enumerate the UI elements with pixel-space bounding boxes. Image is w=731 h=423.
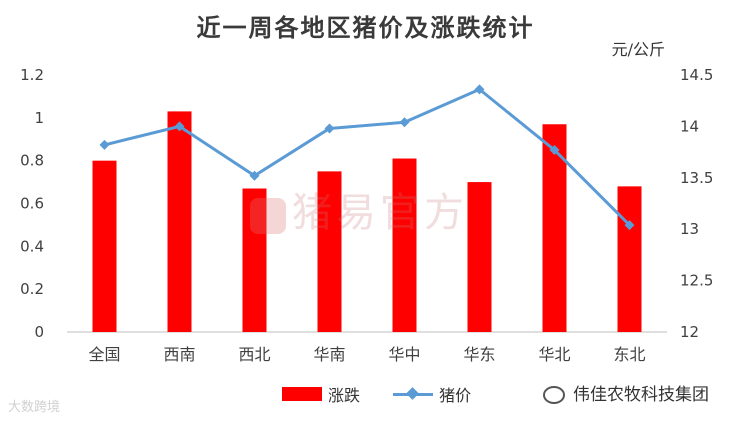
- bar: [392, 158, 417, 332]
- y-right-tick-label: 12.5: [680, 272, 713, 290]
- watermark-text: 猪易官方: [292, 190, 468, 236]
- y-right-tick-label: 13: [680, 220, 699, 238]
- price-point: [99, 139, 110, 150]
- x-tick-label: 华中: [388, 345, 420, 364]
- price-point: [624, 220, 635, 231]
- price-point: [474, 84, 485, 95]
- footer-source: 大数跨境: [8, 400, 61, 415]
- bar: [167, 111, 192, 333]
- price-point: [549, 145, 560, 156]
- bar: [92, 160, 117, 332]
- right-axis-unit: 元/公斤: [611, 40, 665, 59]
- footer-brand-label: 伟佳农牧科技集团: [573, 385, 709, 405]
- x-tick-label: 西南: [163, 345, 195, 364]
- x-tick-label: 华东: [463, 345, 495, 364]
- x-tick-label: 华北: [538, 345, 570, 364]
- x-tick-label: 东北: [613, 345, 645, 364]
- y-left-tick-label: 0.6: [20, 195, 44, 213]
- price-point: [249, 170, 260, 181]
- legend-item-bar: 涨跌: [282, 382, 360, 406]
- legend-line-swatch: [393, 387, 434, 401]
- y-left-tick-label: 1.2: [20, 66, 44, 84]
- y-right-tick-label: 14.5: [680, 66, 713, 84]
- legend-line-label: 猪价: [439, 386, 472, 405]
- y-right-tick-label: 14: [680, 117, 699, 135]
- price-point: [399, 117, 410, 128]
- y-left-tick-label: 0.8: [20, 152, 44, 170]
- legend: 涨跌 猪价: [282, 382, 499, 406]
- chart-title: 近一周各地区猪价及涨跌统计: [196, 13, 535, 42]
- footer-brand: 伟佳农牧科技集团: [543, 380, 709, 405]
- price-point: [174, 121, 185, 132]
- y-left-tick-label: 0.2: [20, 280, 44, 298]
- y-left-tick-label: 0.4: [20, 237, 44, 255]
- watermark: 猪易官方: [250, 180, 468, 238]
- bar: [617, 186, 642, 332]
- watermark-logo-icon: [250, 198, 286, 234]
- bar: [317, 171, 342, 332]
- bar: [467, 182, 492, 332]
- bar: [542, 124, 567, 332]
- x-tick-label: 全国: [88, 345, 120, 364]
- bar: [242, 188, 267, 332]
- legend-bar-swatch: [282, 387, 322, 401]
- wechat-icon: [543, 386, 565, 404]
- y-left-tick-label: 1: [34, 109, 44, 127]
- legend-item-line: 猪价: [393, 382, 471, 406]
- y-left-tick-label: 0: [34, 323, 44, 341]
- y-right-tick-label: 13.5: [680, 169, 713, 187]
- x-tick-label: 西北: [238, 345, 270, 364]
- price-line: [104, 87, 631, 227]
- x-tick-label: 华南: [313, 345, 345, 364]
- legend-bar-label: 涨跌: [328, 386, 361, 405]
- price-point: [324, 123, 335, 134]
- y-right-tick-label: 12: [680, 323, 699, 341]
